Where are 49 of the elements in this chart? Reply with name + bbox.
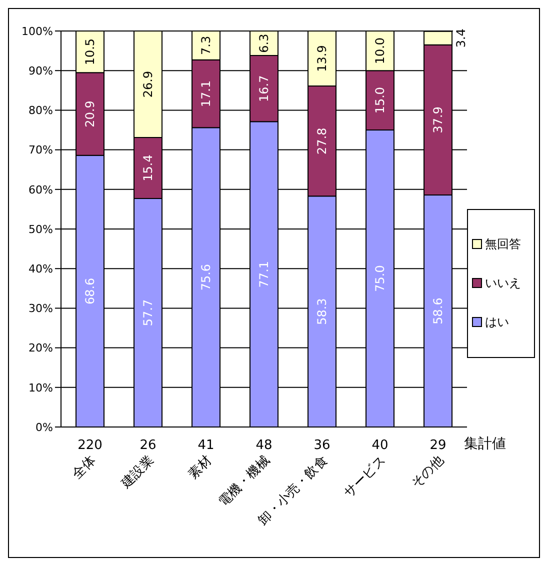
y-tick-label: 100% xyxy=(22,24,53,38)
data-label: 75.0 xyxy=(373,265,387,292)
x-tick-label: 全体 xyxy=(70,453,99,482)
data-label: 10.5 xyxy=(83,38,97,66)
data-label: 16.7 xyxy=(257,75,271,102)
y-tick-label: 0% xyxy=(36,420,53,434)
x-tick-label: 素材 xyxy=(186,453,215,482)
text: 26 xyxy=(140,438,156,453)
text: 40 xyxy=(372,438,388,453)
x-tick-label: その他 xyxy=(408,453,447,492)
legend-label: はい xyxy=(485,314,509,330)
y-tick-label: 50% xyxy=(28,222,53,236)
legend-label: いいえ xyxy=(485,274,521,292)
text: 41 xyxy=(198,438,214,453)
y-tick-label: 80% xyxy=(28,104,53,118)
data-label: 37.9 xyxy=(431,106,445,134)
data-label: 27.8 xyxy=(315,128,329,154)
data-label: 3.4 xyxy=(454,28,468,48)
y-tick-label: 40% xyxy=(28,262,53,276)
x-tick-label: 電機・機械 xyxy=(216,453,273,510)
y-tick-label: 20% xyxy=(28,342,53,355)
x-tick-label: サービス xyxy=(341,453,389,501)
data-label: 26.9 xyxy=(141,70,155,98)
legend-label: 無回答 xyxy=(485,236,521,252)
data-label: 17.1 xyxy=(199,80,213,108)
y-tick-label: 90% xyxy=(28,64,53,78)
y-tick-label: 70% xyxy=(28,144,53,157)
data-label: 7.3 xyxy=(199,36,213,55)
data-label: 75.6 xyxy=(199,264,213,291)
data-label: 68.6 xyxy=(83,278,97,305)
y-tick-label: 60% xyxy=(28,183,53,196)
text: 集計値 xyxy=(464,435,506,453)
data-label: 15.0 xyxy=(373,86,387,114)
data-label: 10.0 xyxy=(373,37,387,64)
data-label: 77.1 xyxy=(257,260,271,288)
text: 36 xyxy=(314,438,330,453)
x-tick-label: 建設業 xyxy=(118,453,157,492)
data-label: 20.9 xyxy=(83,100,97,128)
data-label: 15.4 xyxy=(141,154,155,182)
y-tick-label: 10% xyxy=(28,381,53,394)
text: 220 xyxy=(78,438,102,453)
data-label: 6.3 xyxy=(257,34,271,53)
data-label: 58.3 xyxy=(315,298,329,325)
y-tick-label: 30% xyxy=(28,302,53,316)
data-label: 57.7 xyxy=(141,299,155,326)
data-label: 58.6 xyxy=(431,298,445,324)
data-label: 13.9 xyxy=(315,45,329,72)
text: 29 xyxy=(430,438,446,453)
text: 48 xyxy=(256,438,272,453)
